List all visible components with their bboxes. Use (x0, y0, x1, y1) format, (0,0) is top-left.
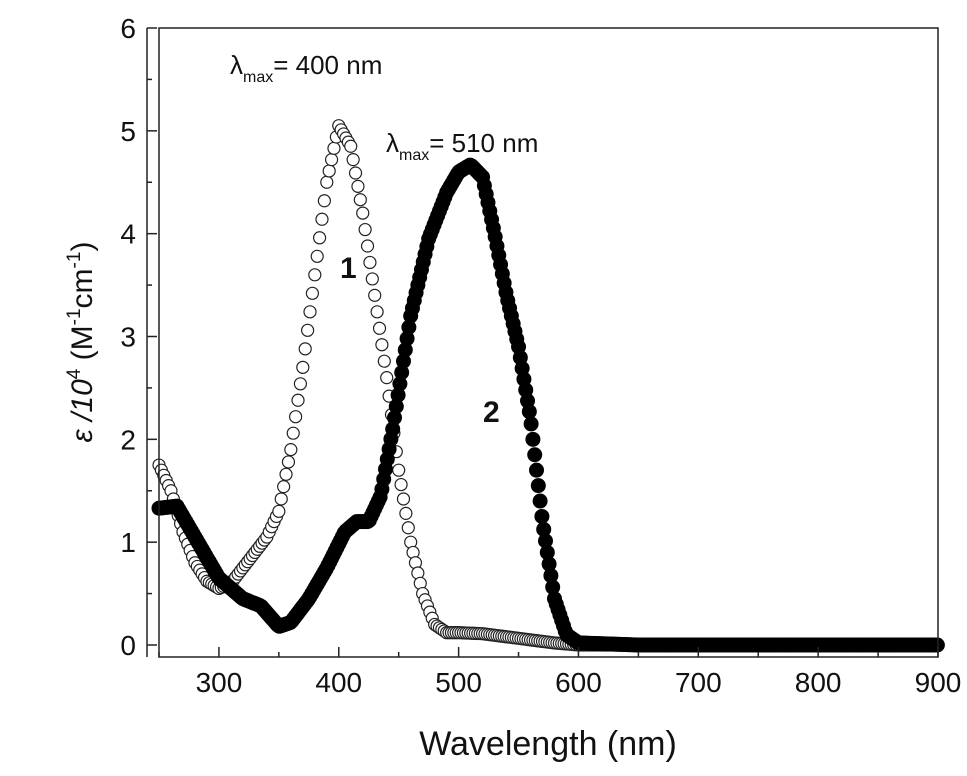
y-axis-ticks: 0 1 2 3 4 5 6 (120, 13, 157, 661)
plot-frame (158, 27, 939, 658)
series-1-point (301, 323, 315, 337)
series-1-point (399, 506, 413, 520)
annotation-lambda-max-510: λmax= 510 nm (386, 128, 538, 164)
series-1-point (277, 480, 291, 494)
x-tick-label: 400 (315, 667, 362, 698)
series-1-point (396, 492, 411, 506)
series-2-point (521, 404, 537, 420)
series-1-point (289, 410, 303, 424)
series-2-point (523, 416, 539, 432)
x-axis-label: Wavelength (nm) (419, 725, 677, 763)
annotation-lambda-max-400: λmax= 400 nm (230, 50, 382, 86)
series-1-point (296, 360, 310, 374)
series-1-point (279, 467, 293, 481)
series-2-point (529, 462, 545, 478)
series-1-point (317, 194, 331, 208)
series-1-point (370, 305, 384, 319)
series-1-point (363, 255, 377, 270)
series-1-point (353, 193, 367, 207)
series-1-point (380, 371, 394, 385)
x-tick-label: 900 (915, 667, 962, 698)
x-axis-ticks: 300 400 500 600 700 800 900 (158, 647, 962, 698)
series-2-point (534, 508, 550, 524)
series-1-point (315, 212, 329, 226)
series-1-point (365, 272, 379, 286)
series-2-markers (151, 157, 945, 653)
series-1-point (320, 175, 334, 189)
series-1-point (358, 222, 372, 237)
series-1-point (293, 377, 308, 391)
series-2-point (532, 493, 548, 509)
series-1-point (401, 521, 415, 535)
series-1-point (346, 153, 360, 167)
series-1-point (360, 239, 375, 253)
series-1-point (291, 393, 305, 407)
x-tick-label: 700 (675, 667, 722, 698)
series-2-point (525, 431, 541, 447)
y-axis-label: ε /104 (M-1cm-1) (64, 242, 99, 443)
y-tick-label: 2 (120, 424, 136, 455)
series-1-point (375, 338, 389, 352)
series-1-point (286, 426, 300, 440)
series-1-point (312, 231, 327, 245)
x-tick-label: 800 (795, 667, 842, 698)
series-1-point (368, 288, 382, 302)
y-tick-label: 3 (120, 322, 136, 353)
series-1-point (356, 206, 370, 220)
series-1-point (305, 286, 320, 300)
series-1-point (303, 305, 317, 319)
curve-label-2: 2 (483, 396, 500, 429)
series-2-point (530, 478, 546, 494)
series-2-point (527, 447, 543, 463)
series-1-point (308, 268, 322, 282)
series-1-point (298, 342, 312, 356)
series-1-point (327, 141, 341, 155)
series-1-point (348, 166, 363, 180)
series-1-point (392, 463, 406, 477)
series-1-point (377, 354, 391, 368)
y-tick-label: 4 (120, 219, 136, 250)
series-1-point (394, 477, 408, 492)
series-1-point (372, 321, 387, 335)
series-1-point (274, 492, 288, 506)
series-1-point (324, 153, 339, 167)
series-1-point (272, 504, 286, 518)
series-1-point (281, 455, 296, 469)
x-tick-label: 300 (196, 667, 243, 698)
y-tick-label: 0 (120, 630, 136, 661)
y-tick-label: 1 (120, 527, 136, 558)
series-1-point (351, 179, 365, 193)
series-1-point (322, 164, 336, 178)
y-tick-label: 6 (120, 13, 136, 44)
series-1-point (344, 139, 358, 153)
x-tick-label: 500 (435, 667, 482, 698)
x-tick-label: 600 (555, 667, 602, 698)
curve-label-1: 1 (340, 252, 357, 285)
series-1-point (310, 249, 324, 263)
series-1-point (284, 443, 298, 457)
y-tick-label: 5 (120, 116, 136, 147)
